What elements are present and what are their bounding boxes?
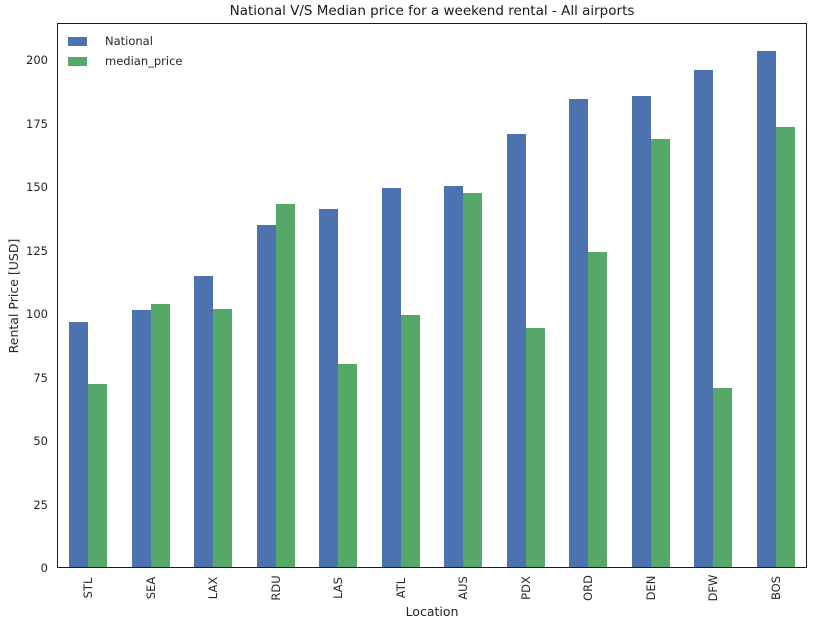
bar-median_price-LAS — [338, 363, 358, 568]
bar-median_price-LAX — [213, 308, 233, 568]
legend: National median_price — [68, 31, 182, 71]
bar-National-LAS — [319, 208, 339, 568]
bar-median_price-STL — [88, 383, 108, 568]
bar-National-PDX — [506, 133, 526, 568]
legend-label: median_price — [105, 54, 183, 68]
chart-title: National V/S Median price for a weekend … — [229, 3, 635, 19]
bar-median_price-RDU — [275, 203, 295, 568]
legend-swatch-icon — [68, 56, 87, 66]
y-axis-label: Rental Price [USD] — [6, 238, 21, 354]
y-tick-label-50: 50 — [33, 434, 48, 449]
bar-National-LAX — [194, 275, 214, 568]
y-tick-label-75: 75 — [33, 370, 48, 385]
legend-item-median_price: median_price — [68, 51, 182, 71]
bar-median_price-AUS — [463, 193, 483, 568]
y-tick-label-25: 25 — [33, 497, 48, 512]
bar-National-BOS — [756, 51, 776, 568]
y-tick-label-100: 100 — [26, 307, 48, 322]
y-tick-label-200: 200 — [26, 53, 48, 68]
y-tick-label-150: 150 — [26, 180, 48, 195]
bar-National-SEA — [131, 310, 151, 568]
bar-National-DEN — [631, 95, 651, 568]
bar-median_price-SEA — [150, 303, 170, 568]
bar-median_price-ATL — [400, 315, 420, 568]
bar-median_price-BOS — [775, 127, 795, 568]
bar-median_price-PDX — [525, 328, 545, 568]
legend-item-National: National — [68, 31, 182, 51]
legend-swatch-icon — [68, 36, 87, 46]
bar-National-AUS — [444, 185, 464, 568]
bar-National-STL — [69, 321, 89, 568]
y-tick-label-175: 175 — [26, 116, 48, 131]
bar-National-RDU — [256, 225, 276, 568]
bar-median_price-ORD — [588, 251, 608, 568]
x-axis-label: Location — [405, 604, 459, 619]
y-tick-label-0: 0 — [40, 561, 48, 575]
bar-National-ORD — [569, 99, 589, 568]
bar-median_price-DFW — [713, 387, 733, 568]
y-tick-label-125: 125 — [26, 243, 48, 258]
bar-median_price-DEN — [650, 138, 670, 568]
bar-National-ATL — [381, 188, 401, 568]
legend-label: National — [105, 34, 153, 48]
bar-National-DFW — [694, 70, 714, 568]
